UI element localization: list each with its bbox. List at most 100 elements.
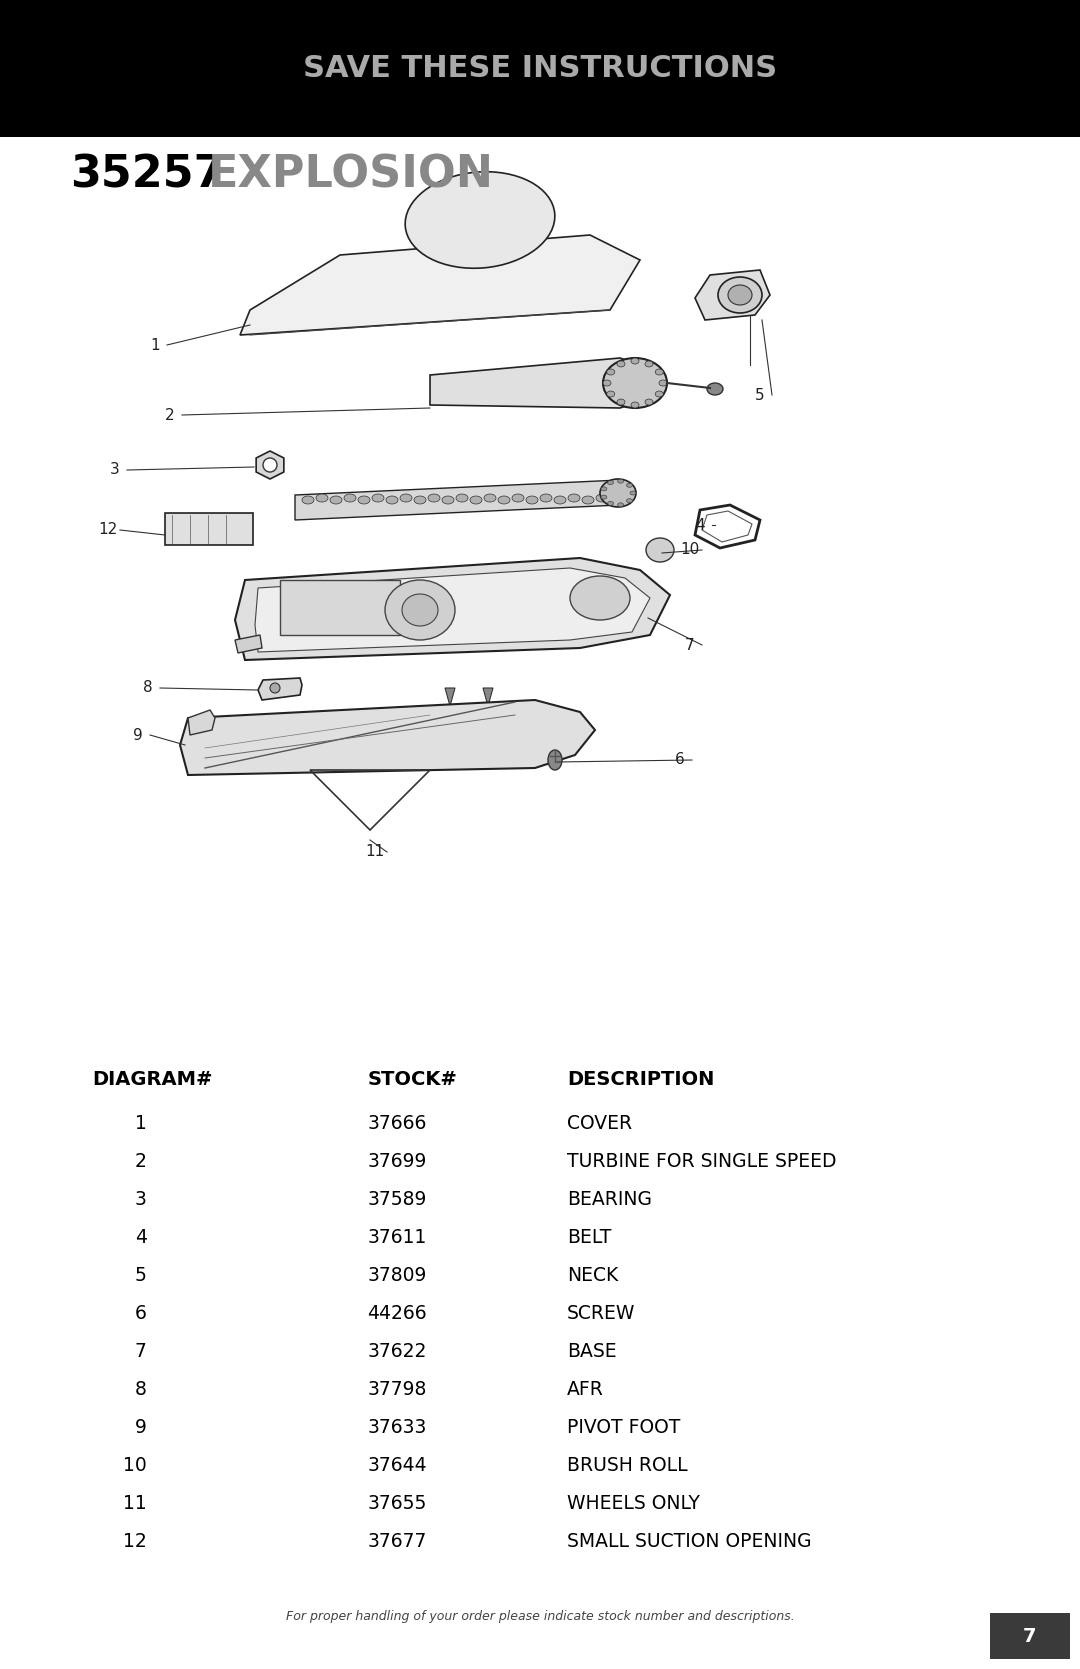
Polygon shape [240, 235, 640, 335]
Ellipse shape [607, 501, 613, 506]
Text: TURBINE FOR SINGLE SPEED: TURBINE FOR SINGLE SPEED [567, 1152, 837, 1172]
Ellipse shape [512, 494, 524, 502]
Polygon shape [430, 357, 660, 407]
Text: 4: 4 [135, 1228, 147, 1247]
Text: 8: 8 [135, 1380, 147, 1399]
Text: 2: 2 [135, 1152, 147, 1172]
Ellipse shape [570, 576, 630, 619]
Polygon shape [696, 270, 770, 320]
Ellipse shape [645, 399, 653, 406]
Text: 37809: 37809 [367, 1267, 427, 1285]
Ellipse shape [646, 537, 674, 562]
Text: 11: 11 [123, 1494, 147, 1514]
Text: AFR: AFR [567, 1380, 604, 1399]
Polygon shape [235, 557, 670, 659]
Ellipse shape [617, 399, 625, 406]
Ellipse shape [548, 749, 562, 769]
Ellipse shape [442, 496, 454, 504]
Text: 37677: 37677 [367, 1532, 427, 1551]
Ellipse shape [630, 491, 636, 496]
Text: 37644: 37644 [367, 1455, 427, 1475]
Text: COVER: COVER [567, 1113, 632, 1133]
Ellipse shape [607, 369, 615, 376]
Ellipse shape [386, 496, 399, 504]
Text: BELT: BELT [567, 1228, 611, 1247]
Ellipse shape [600, 496, 607, 499]
Ellipse shape [618, 479, 623, 484]
Text: NECK: NECK [567, 1267, 618, 1285]
Text: SMALL SUCTION OPENING: SMALL SUCTION OPENING [567, 1532, 812, 1551]
Text: 7: 7 [685, 638, 694, 653]
Ellipse shape [470, 496, 482, 504]
Text: SCREW: SCREW [567, 1303, 635, 1324]
Ellipse shape [526, 496, 538, 504]
Text: 1: 1 [135, 1113, 147, 1133]
Polygon shape [235, 634, 262, 653]
Ellipse shape [631, 357, 639, 364]
Ellipse shape [264, 457, 276, 472]
Bar [0, 0, 1080, 137]
Text: 35257: 35257 [70, 154, 225, 197]
Ellipse shape [554, 496, 566, 504]
Ellipse shape [484, 494, 496, 502]
Ellipse shape [456, 494, 468, 502]
Text: 37699: 37699 [367, 1152, 427, 1172]
Text: 7: 7 [135, 1342, 147, 1360]
Ellipse shape [607, 391, 615, 397]
Text: 7: 7 [1023, 1627, 1037, 1646]
Ellipse shape [582, 496, 594, 504]
Ellipse shape [345, 494, 356, 502]
Polygon shape [180, 699, 595, 774]
Ellipse shape [707, 382, 723, 396]
Ellipse shape [626, 484, 633, 487]
Text: WHEELS ONLY: WHEELS ONLY [567, 1494, 700, 1514]
Bar [280, 581, 400, 634]
Bar [165, 512, 253, 546]
Ellipse shape [656, 369, 663, 376]
Polygon shape [188, 709, 215, 734]
Ellipse shape [631, 402, 639, 407]
Ellipse shape [603, 381, 611, 386]
Text: 37622: 37622 [367, 1342, 427, 1360]
Ellipse shape [316, 494, 328, 502]
Ellipse shape [428, 494, 440, 502]
Text: BRUSH ROLL: BRUSH ROLL [567, 1455, 688, 1475]
Polygon shape [258, 678, 302, 699]
Ellipse shape [718, 277, 762, 314]
Ellipse shape [400, 494, 411, 502]
Ellipse shape [617, 361, 625, 367]
Polygon shape [255, 567, 650, 653]
Text: 9: 9 [133, 728, 143, 743]
Text: 3: 3 [135, 1190, 147, 1208]
Text: 37666: 37666 [367, 1113, 427, 1133]
Polygon shape [295, 481, 625, 521]
Text: 6: 6 [675, 753, 685, 768]
Text: PIVOT FOOT: PIVOT FOOT [567, 1419, 680, 1437]
Ellipse shape [384, 581, 455, 639]
Text: For proper handling of your order please indicate stock number and descriptions.: For proper handling of your order please… [285, 1611, 795, 1622]
Text: 4: 4 [696, 517, 705, 532]
Ellipse shape [656, 391, 663, 397]
Text: 12: 12 [98, 522, 118, 537]
Ellipse shape [659, 381, 667, 386]
Text: 37655: 37655 [367, 1494, 427, 1514]
Text: 12: 12 [123, 1532, 147, 1551]
Text: 2: 2 [165, 407, 175, 422]
Text: DIAGRAM#: DIAGRAM# [92, 1070, 213, 1088]
Text: BEARING: BEARING [567, 1190, 652, 1208]
Text: 37611: 37611 [367, 1228, 427, 1247]
Ellipse shape [498, 496, 510, 504]
Bar [990, 1612, 1070, 1659]
Text: 37633: 37633 [367, 1419, 427, 1437]
Ellipse shape [405, 172, 555, 269]
Ellipse shape [618, 502, 623, 507]
Ellipse shape [626, 499, 633, 502]
Ellipse shape [402, 594, 438, 626]
Ellipse shape [270, 683, 280, 693]
Text: 5: 5 [135, 1267, 147, 1285]
Text: 3: 3 [110, 462, 120, 477]
Ellipse shape [330, 496, 342, 504]
Text: 10: 10 [123, 1455, 147, 1475]
Ellipse shape [728, 285, 752, 305]
Text: 44266: 44266 [367, 1303, 427, 1324]
